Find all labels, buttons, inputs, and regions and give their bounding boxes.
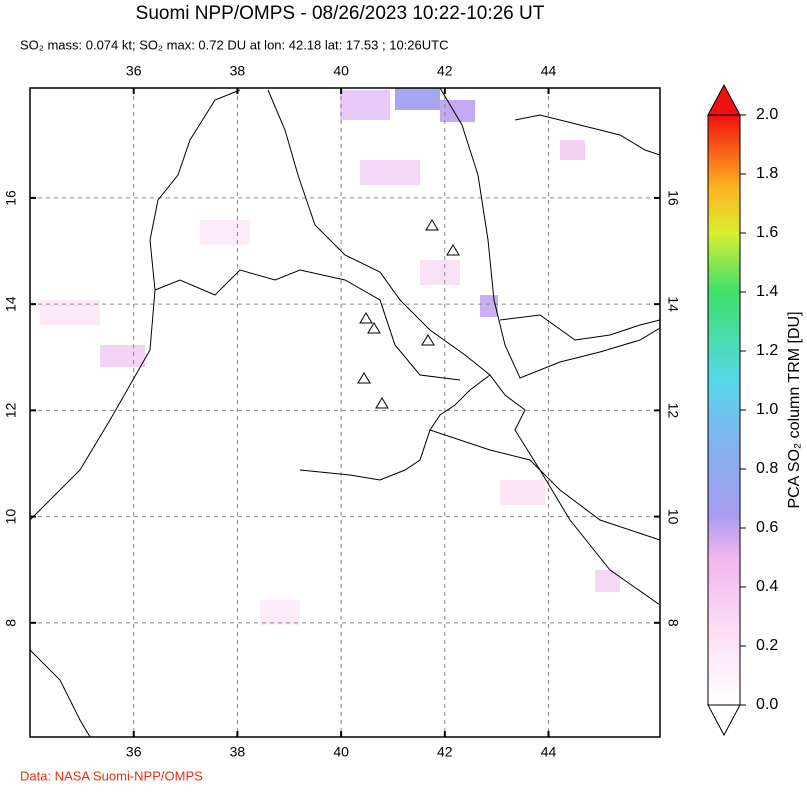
colorbar-tick-label: 0.6	[756, 519, 778, 536]
y-tick-label: 8	[665, 619, 681, 627]
y-tick-label: 12	[665, 403, 681, 419]
colorbar-ticks: 0.0 0.2 0.4 0.6 0.8 1.0 1.2 1.4 1.6 1.8 2.0	[740, 106, 778, 713]
x-tick-label: 36	[126, 744, 142, 760]
x-tick-label: 38	[230, 63, 246, 79]
colorbar-min-arrow	[707, 704, 741, 737]
map-ticks: 36 36 38 38 40 40 42 42 44 44 8 8 10 10 12 12 14 14 16 16	[3, 63, 682, 760]
x-tick-label: 40	[333, 63, 349, 79]
colorbar-tick-label: 0.2	[756, 637, 778, 654]
map-frame	[29, 87, 661, 738]
x-tick-label: 42	[437, 744, 453, 760]
y-tick-label: 14	[665, 296, 681, 312]
y-tick-label: 16	[665, 190, 681, 206]
colorbar-tick-label: 2.0	[756, 106, 778, 123]
y-tick-label: 14	[3, 296, 19, 312]
colorbar-label: PCA SO₂ column TRM [DU]	[786, 311, 803, 508]
y-tick-label: 10	[665, 509, 681, 525]
y-tick-label: 12	[3, 402, 19, 418]
y-tick-label: 8	[3, 619, 19, 627]
y-tick-label: 10	[3, 509, 19, 525]
title: Suomi NPP/OMPS - 08/26/2023 10:22-10:26 …	[136, 3, 545, 24]
colorbar-tick-label: 0.4	[756, 578, 778, 595]
colorbar	[707, 114, 741, 706]
x-tick-label: 38	[230, 744, 246, 760]
volcano-markers	[357, 219, 460, 409]
x-tick-label: 36	[126, 63, 142, 79]
colorbar-tick-label: 1.6	[756, 224, 778, 241]
colorbar-tick-label: 1.2	[756, 342, 778, 359]
credit: Data: NASA Suomi-NPP/OMPS	[20, 768, 203, 783]
x-tick-label: 42	[437, 63, 453, 79]
coastlines	[30, 88, 660, 737]
colorbar-tick-label: 1.0	[756, 401, 778, 418]
so2-pixels	[30, 88, 660, 737]
colorbar-tick-label: 0.0	[756, 696, 778, 713]
y-tick-label: 16	[3, 190, 19, 206]
x-tick-label: 44	[541, 63, 557, 79]
colorbar-max-arrow	[707, 83, 741, 116]
x-tick-label: 44	[541, 744, 557, 760]
colorbar-tick-label: 0.8	[756, 460, 778, 477]
grid	[30, 88, 660, 737]
x-tick-label: 40	[333, 744, 349, 760]
colorbar-tick-label: 1.4	[756, 283, 778, 300]
colorbar-tick-label: 1.8	[756, 165, 778, 182]
subtitle: SO₂ mass: 0.074 kt; SO₂ max: 0.72 DU at …	[20, 37, 448, 52]
